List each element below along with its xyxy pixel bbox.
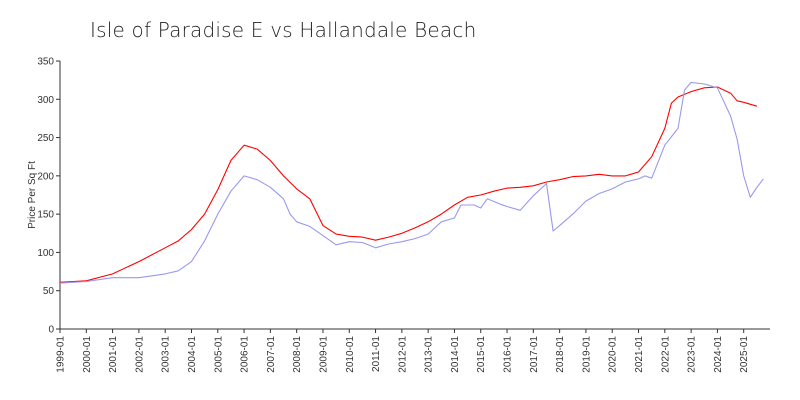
x-tick-label: 2005-01 [213, 336, 224, 373]
x-tick-label: 2011-01 [371, 336, 382, 372]
x-tick-label: 2021-01 [634, 336, 645, 373]
y-tick-label: 0 [48, 325, 54, 336]
chart-title: Isle of Paradise E vs Hallandale Beach [90, 18, 477, 42]
series-line-2 [59, 81, 764, 284]
series-line-1 [59, 86, 758, 283]
y-tick-label: 100 [37, 248, 54, 259]
x-tick-label: 2003-01 [161, 336, 172, 373]
ticks: 0 50 100 150 200 250 300 350 1999-01 2000-01 2001-… [37, 57, 750, 373]
x-tick-label: 2022-01 [660, 336, 671, 373]
x-tick-label: 1999-01 [56, 336, 67, 373]
y-tick-label: 200 [37, 171, 54, 182]
series [59, 81, 764, 284]
x-tick-label: 2017-01 [529, 336, 540, 373]
x-tick-label: 2000-01 [82, 336, 93, 373]
x-tick-label: 2001-01 [108, 336, 119, 373]
x-tick-label: 2012-01 [397, 336, 408, 373]
x-tick-label: 2013-01 [424, 336, 435, 373]
x-tick-label: 2004-01 [187, 336, 198, 373]
x-tick-label: 2020-01 [608, 336, 619, 373]
x-tick-label: 2016-01 [503, 336, 514, 373]
axes: Price Per Sq Ft [27, 61, 770, 330]
y-tick-label: 250 [37, 133, 54, 144]
y-tick-label: 300 [37, 95, 54, 106]
x-tick-label: 2009-01 [318, 336, 329, 373]
x-tick-label: 2010-01 [345, 336, 356, 373]
y-tick-label: 350 [37, 57, 54, 68]
y-tick-label: 150 [37, 210, 54, 221]
x-tick-label: 2019-01 [581, 336, 592, 373]
x-tick-label: 2023-01 [687, 336, 698, 373]
x-tick-label: 2007-01 [266, 336, 277, 373]
x-tick-label: 2006-01 [240, 336, 251, 373]
x-tick-label: 2008-01 [292, 336, 303, 373]
x-tick-label: 2014-01 [450, 336, 461, 373]
x-tick-label: 2018-01 [555, 336, 566, 373]
x-tick-label: 2002-01 [134, 336, 145, 373]
x-tick-label: 2015-01 [476, 336, 487, 373]
x-tick-label: 2025-01 [739, 336, 750, 373]
y-axis-title: Price Per Sq Ft [27, 161, 38, 229]
x-tick-label: 2024-01 [713, 336, 724, 373]
y-tick-label: 50 [43, 286, 55, 297]
